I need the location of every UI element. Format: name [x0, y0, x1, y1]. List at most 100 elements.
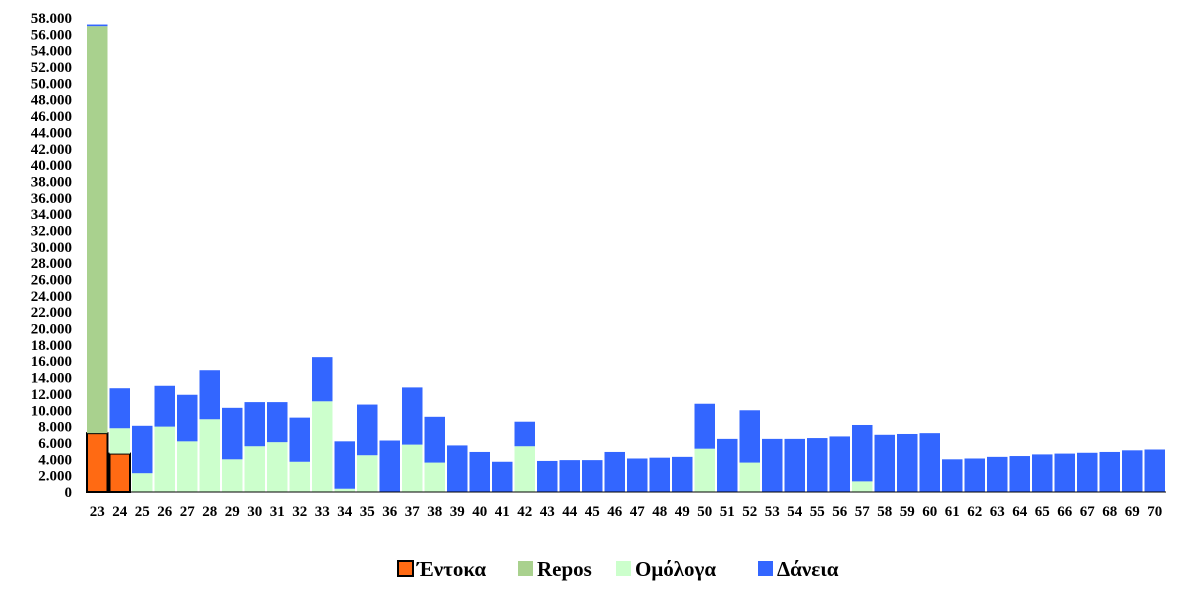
legend-label: Repos: [537, 557, 592, 581]
x-tick-label: 62: [967, 504, 982, 520]
bar-segment: [942, 459, 963, 492]
bar-segment: [852, 425, 873, 481]
y-tick-label: 10.000: [31, 403, 72, 419]
x-tick-label: 30: [247, 504, 262, 520]
bar-segment: [515, 422, 536, 447]
bar-segment: [267, 442, 288, 492]
bar-segment: [875, 435, 896, 492]
x-tick-label: 69: [1125, 504, 1140, 520]
bar-segment: [1145, 450, 1166, 492]
x-tick-label: 59: [900, 504, 915, 520]
bar-segment: [245, 402, 266, 446]
bar-segment: [1010, 456, 1031, 492]
x-tick-label: 63: [990, 504, 1005, 520]
x-tick-label: 26: [157, 504, 173, 520]
y-tick-label: 54.000: [31, 44, 72, 60]
bars: [86, 25, 1166, 492]
legend-swatch: [398, 561, 413, 576]
bar-segment: [200, 370, 221, 419]
bar-segment: [582, 460, 603, 492]
bar-segment: [177, 441, 198, 492]
bar-segment: [402, 387, 423, 444]
x-tick-label: 51: [720, 504, 735, 520]
bar-segment: [965, 458, 986, 492]
legend-swatch: [616, 561, 631, 576]
bar-segment: [1122, 450, 1143, 492]
bar-segment: [515, 446, 536, 492]
x-tick-label: 53: [765, 504, 780, 520]
y-tick-label: 28.000: [31, 256, 72, 272]
bar-segment: [695, 449, 716, 492]
legend-label: Ομόλογα: [635, 557, 716, 581]
bar-segment: [290, 418, 311, 462]
y-tick-label: 18.000: [31, 338, 72, 354]
x-tick-label: 68: [1102, 504, 1117, 520]
y-tick-label: 2.000: [38, 469, 72, 485]
bar-segment: [245, 446, 266, 492]
y-tick-label: 8.000: [38, 420, 72, 436]
y-tick-label: 38.000: [31, 174, 72, 190]
bar-segment: [672, 457, 693, 492]
bar-segment: [762, 439, 783, 492]
y-tick-label: 42.000: [31, 142, 72, 158]
bar-segment: [852, 481, 873, 492]
x-tick-label: 66: [1057, 504, 1073, 520]
x-tick-label: 25: [135, 504, 150, 520]
bar-segment: [447, 445, 468, 492]
legend-swatch: [758, 561, 773, 576]
y-tick-label: 56.000: [31, 27, 72, 43]
bar-segment: [1077, 453, 1098, 492]
x-tick-label: 45: [585, 504, 600, 520]
bar-segment: [335, 441, 356, 488]
x-tick-label: 61: [945, 504, 960, 520]
bar-segment: [177, 395, 198, 442]
y-tick-label: 34.000: [31, 207, 72, 223]
x-tick-label: 54: [787, 504, 803, 520]
y-tick-label: 6.000: [38, 436, 72, 452]
y-tick-label: 30.000: [31, 240, 72, 256]
x-tick-label: 48: [652, 504, 667, 520]
x-tick-label: 65: [1035, 504, 1050, 520]
y-tick-label: 50.000: [31, 76, 72, 92]
y-tick-label: 58.000: [31, 11, 72, 27]
legend: Έντοκα Repos Ομόλογα Δάνεια: [398, 557, 839, 581]
bar-segment: [312, 401, 333, 492]
bar-segment: [87, 25, 108, 27]
bar-segment: [402, 445, 423, 492]
y-tick-label: 36.000: [31, 191, 72, 207]
x-tick-label: 44: [562, 504, 578, 520]
bar-segment: [132, 473, 153, 492]
x-tick-label: 35: [360, 504, 375, 520]
bar-segment: [155, 427, 176, 492]
bar-segment: [987, 457, 1008, 492]
x-tick-label: 60: [922, 504, 937, 520]
y-tick-label: 48.000: [31, 93, 72, 109]
bar-segment: [560, 460, 581, 492]
x-tick-label: 36: [382, 504, 398, 520]
bar-segment: [380, 441, 401, 492]
x-tick-label: 67: [1080, 504, 1096, 520]
x-tick-label: 70: [1147, 504, 1162, 520]
legend-label: Έντοκα: [416, 557, 486, 581]
x-tick-label: 50: [697, 504, 712, 520]
legend-swatch: [518, 561, 533, 576]
bar-segment: [920, 433, 941, 492]
bar-segment: [87, 26, 108, 433]
y-tick-label: 16.000: [31, 354, 72, 370]
x-tick-label: 47: [630, 504, 646, 520]
bar-segment: [357, 455, 378, 492]
bar-segment: [425, 463, 446, 492]
bar-segment: [425, 417, 446, 463]
x-tick-label: 40: [472, 504, 487, 520]
bar-segment: [222, 459, 243, 492]
y-tick-label: 44.000: [31, 125, 72, 141]
bar-segment: [740, 463, 761, 492]
x-tick-label: 31: [270, 504, 285, 520]
y-tick-label: 20.000: [31, 322, 72, 338]
x-tick-label: 33: [315, 504, 330, 520]
y-axis: 02.0004.0006.0008.00010.00012.00014.0001…: [31, 11, 72, 501]
x-tick-label: 24: [112, 504, 128, 520]
bar-segment: [807, 438, 828, 492]
x-tick-label: 57: [855, 504, 871, 520]
